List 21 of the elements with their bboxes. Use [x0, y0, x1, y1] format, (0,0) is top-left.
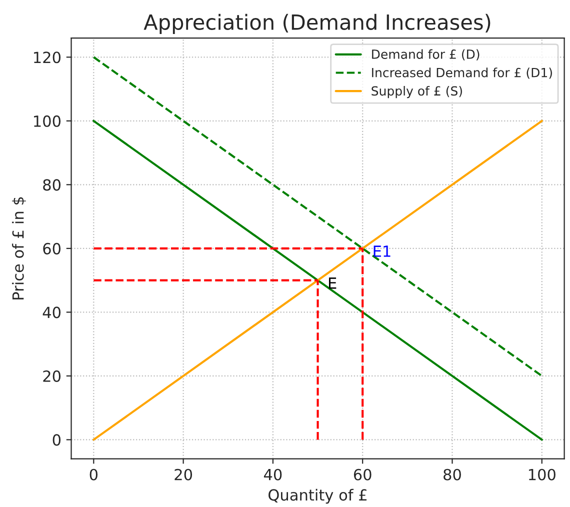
chart-title: Appreciation (Demand Increases) [144, 14, 490, 34]
y-tick-label: 0 [52, 434, 61, 446]
x-tick-label: 100 [528, 468, 556, 480]
y-tick-label: 20 [43, 370, 61, 382]
annotation: E1 [374, 246, 390, 257]
legend-label: Supply of £ (S) [372, 86, 462, 98]
y-tick-label: 80 [43, 179, 61, 191]
y-tick-label: 40 [42, 306, 61, 318]
y-tick-label: 120 [34, 52, 61, 64]
annotation: E [328, 278, 336, 289]
x-tick-label: 20 [174, 468, 192, 480]
x-tick-label: 60 [354, 468, 372, 480]
x-tick-label: 0 [90, 468, 98, 480]
y-tick-label: 100 [34, 115, 61, 127]
y-tick-label: 60 [43, 242, 61, 254]
x-tick-label: 80 [444, 468, 461, 480]
y-axis-title: Price of £ in $ [12, 197, 26, 300]
x-tick-label: 40 [264, 468, 282, 480]
legend-label: Demand for £ (D) [372, 49, 480, 60]
x-axis-title: Quantity of £ [268, 488, 367, 504]
legend-label: Increased Demand for £ (D1) [372, 68, 552, 79]
